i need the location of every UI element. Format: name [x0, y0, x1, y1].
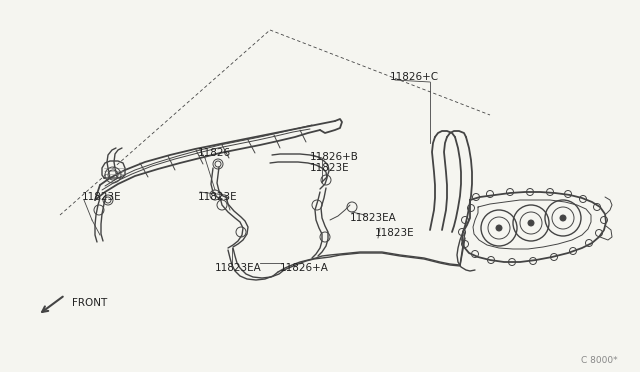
Text: 11826: 11826 — [198, 148, 231, 158]
Text: 11823E: 11823E — [375, 228, 415, 238]
Circle shape — [560, 215, 566, 221]
Circle shape — [528, 220, 534, 226]
Circle shape — [496, 225, 502, 231]
Text: 11823E: 11823E — [82, 192, 122, 202]
Text: FRONT: FRONT — [72, 298, 108, 308]
Text: 11823E: 11823E — [198, 192, 237, 202]
Text: 11826+C: 11826+C — [390, 72, 439, 82]
Text: 11823EA: 11823EA — [215, 263, 262, 273]
Text: 11823EA: 11823EA — [350, 213, 397, 223]
Text: 11823E: 11823E — [310, 163, 349, 173]
Text: 11826+B: 11826+B — [310, 152, 359, 162]
Text: 11826+A: 11826+A — [280, 263, 329, 273]
Text: C 8000*: C 8000* — [581, 356, 618, 365]
